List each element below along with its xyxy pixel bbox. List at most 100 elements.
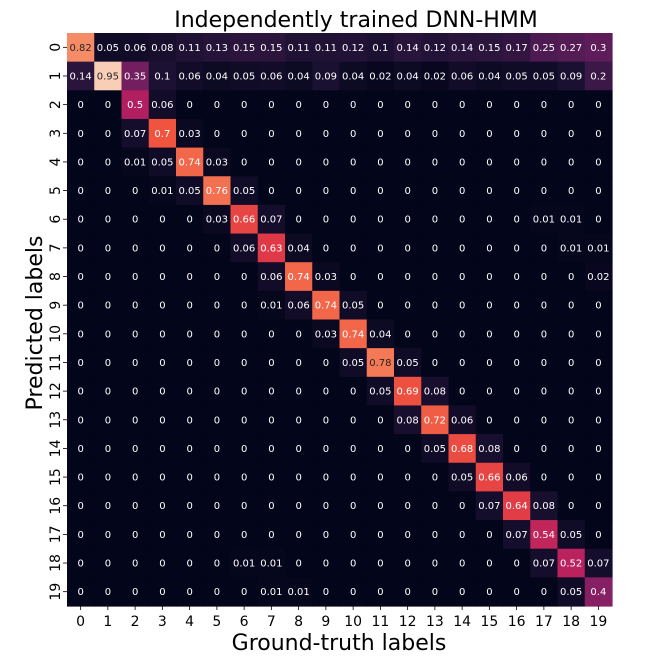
heatmap-cell-r6-c0 [67, 204, 95, 235]
heatmap-cell-r17-c1 [94, 520, 123, 550]
cell-value-r19-c19: 0.4 [590, 587, 606, 598]
heatmap-cell-r8-c8 [285, 262, 313, 292]
heatmap-cell-r3-c11 [366, 118, 395, 149]
cell-value-r3-c4: 0.03 [178, 129, 200, 140]
cell-value-r6-c14: 0 [459, 215, 465, 226]
heatmap-cell-r7-c13 [421, 233, 450, 263]
heatmap-cell-r11-c4 [176, 348, 204, 378]
cell-value-r18-c18: 0.52 [560, 559, 582, 570]
heatmap-cell-r19-c2 [121, 577, 150, 607]
heatmap-cell-r7-c19 [584, 233, 613, 263]
heatmap-cell-r1-c2 [121, 61, 150, 91]
cell-value-r2-c1: 0 [105, 100, 111, 111]
heatmap-cell-r8-c3 [148, 262, 177, 292]
heatmap-cell-r9-c13 [421, 290, 450, 321]
heatmap-cell-r8-c15 [475, 262, 504, 292]
cell-value-r1-c8: 0.04 [287, 71, 309, 82]
cell-value-r7-c17: 0 [541, 243, 547, 254]
heatmap-cell-r13-c2 [121, 405, 150, 435]
cell-value-r0-c8: 0.11 [287, 43, 309, 54]
x-tick-label-0: 0 [76, 614, 85, 630]
cell-value-r4-c13: 0 [432, 157, 438, 168]
cell-value-r13-c17: 0 [541, 415, 547, 426]
heatmap-cell-r0-c5 [203, 33, 232, 63]
heatmap-cell-r14-c14 [448, 434, 477, 464]
heatmap-cell-r3-c8 [285, 118, 313, 149]
cell-value-r15-c14: 0.05 [451, 473, 473, 484]
cell-value-r14-c16: 0 [513, 444, 519, 455]
cell-value-r18-c13: 0 [432, 559, 438, 570]
heatmap-cell-r12-c15 [475, 376, 504, 407]
cell-value-r8-c17: 0 [541, 272, 547, 283]
heatmap-cell-r2-c12 [394, 90, 422, 120]
cell-value-r1-c12: 0.04 [396, 71, 418, 82]
heatmap-cell-r9-c11 [366, 290, 395, 321]
heatmap-cell-r10-c18 [557, 319, 586, 349]
heatmap-cell-r6-c7 [257, 204, 286, 235]
cell-value-r6-c16: 0 [513, 215, 519, 226]
heatmap-cell-r1-c16 [503, 61, 531, 91]
y-tick-label-16: 16 [48, 497, 64, 515]
cell-value-r0-c14: 0.14 [451, 43, 473, 54]
heatmap-cell-r15-c3 [148, 462, 177, 492]
cell-value-r10-c7: 0 [268, 329, 274, 340]
heatmap-cell-r19-c3 [148, 577, 177, 607]
heatmap-cell-r1-c14 [448, 61, 477, 91]
cell-value-r9-c7: 0.01 [260, 301, 282, 312]
heatmap-cell-r6-c13 [421, 204, 450, 235]
cell-value-r3-c7: 0 [268, 129, 274, 140]
cell-value-r3-c13: 0 [432, 129, 438, 140]
cell-value-r5-c19: 0 [595, 186, 601, 197]
heatmap-cell-r2-c3 [148, 90, 177, 120]
cell-value-r4-c6: 0 [241, 157, 247, 168]
cell-value-r5-c18: 0 [568, 186, 574, 197]
heatmap-cell-r16-c8 [285, 491, 313, 521]
cell-value-r6-c1: 0 [105, 215, 111, 226]
heatmap-cell-r17-c5 [203, 520, 232, 550]
cell-value-r1-c14: 0.06 [451, 71, 473, 82]
heatmap-cell-r0-c13 [421, 33, 450, 63]
heatmap-cell-r19-c5 [203, 577, 232, 607]
heatmap-cell-r10-c9 [312, 319, 341, 349]
cell-value-r8-c11: 0 [377, 272, 383, 283]
heatmap-cell-r8-c0 [67, 262, 95, 292]
heatmap-cell-r16-c16 [503, 491, 531, 521]
heatmap-cell-r6-c14 [448, 204, 477, 235]
cell-value-r14-c12: 0 [404, 444, 410, 455]
heatmap-cell-r15-c1 [94, 462, 123, 492]
heatmap-cell-r10-c14 [448, 319, 477, 349]
cell-value-r5-c17: 0 [541, 186, 547, 197]
heatmap-cell-r16-c11 [366, 491, 395, 521]
cell-value-r4-c0: 0 [77, 157, 83, 168]
cell-value-r4-c7: 0 [268, 157, 274, 168]
cell-value-r3-c11: 0 [377, 129, 383, 140]
cell-value-r3-c14: 0 [459, 129, 465, 140]
cell-value-r14-c10: 0 [350, 444, 356, 455]
heatmap-cell-r12-c18 [557, 376, 586, 407]
cell-value-r12-c5: 0 [214, 387, 220, 398]
heatmap-cell-r15-c18 [557, 462, 586, 492]
cell-value-r7-c14: 0 [459, 243, 465, 254]
cell-value-r11-c7: 0 [268, 358, 274, 369]
heatmap-cell-r12-c8 [285, 376, 313, 407]
heatmap-cell-r18-c18 [557, 548, 586, 578]
cell-value-r12-c17: 0 [541, 387, 547, 398]
cell-value-r8-c19: 0.02 [587, 272, 609, 283]
cell-value-r6-c11: 0 [377, 215, 383, 226]
cell-value-r0-c12: 0.14 [396, 43, 418, 54]
heatmap-cell-r3-c3 [148, 118, 177, 149]
cell-value-r4-c11: 0 [377, 157, 383, 168]
heatmap-cell-r2-c5 [203, 90, 232, 120]
cell-value-r2-c18: 0 [568, 100, 574, 111]
cell-value-r17-c16: 0.07 [505, 530, 527, 541]
heatmap-cell-r4-c3 [148, 147, 177, 177]
cell-value-r18-c8: 0 [295, 559, 301, 570]
cell-value-r1-c4: 0.06 [178, 71, 200, 82]
cell-value-r4-c15: 0 [486, 157, 492, 168]
cell-value-r14-c1: 0 [105, 444, 111, 455]
y-tick-label-15: 15 [48, 468, 64, 486]
cell-value-r6-c8: 0 [295, 215, 301, 226]
heatmap-cell-r19-c19 [584, 577, 613, 607]
heatmap-cell-r8-c10 [339, 262, 368, 292]
